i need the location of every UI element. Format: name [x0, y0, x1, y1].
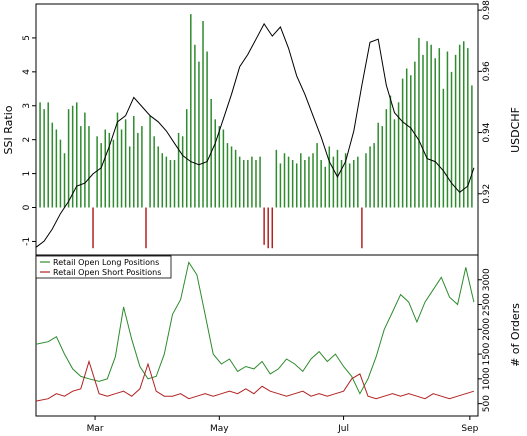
ssi-ratio-axis-label: SSI Ratio [2, 105, 15, 154]
ssi-tick-label: 4 [22, 69, 32, 75]
legend-long-label: Retail Open Long Positions [53, 258, 159, 267]
ssi-bars [39, 14, 473, 249]
ssi-tick-label: -1 [22, 237, 32, 246]
ssi-tick-label: 0 [22, 204, 32, 210]
usdchf-line [35, 22, 475, 248]
orders-tick-label: 3000 [482, 268, 492, 291]
long-positions-line [35, 261, 475, 395]
usdchf-tick-label: 0.92 [482, 184, 492, 204]
month-tick-label: Mar [87, 424, 104, 434]
legend: Retail Open Long Positions Retail Open S… [35, 255, 172, 279]
short-positions-line [35, 359, 475, 402]
usdchf-tick-label: 0.98 [482, 0, 492, 20]
ssi-tick-label: 2 [22, 137, 32, 143]
month-tick-label: Jul [337, 424, 349, 434]
usdchf-tick-label: 0.94 [482, 122, 492, 142]
usdchf-axis: 0.92 0.94 0.96 0.98 [478, 0, 492, 204]
date-axis: Mar May Jul Sep [87, 416, 479, 434]
legend-box [35, 255, 172, 279]
usdchf-tick-label: 0.96 [482, 61, 492, 81]
ssi-tick-label: 1 [22, 171, 32, 177]
bottom-plot-frame [35, 254, 479, 417]
legend-short-label: Retail Open Short Positions [53, 268, 161, 277]
month-tick-label: May [210, 424, 229, 434]
ssi-ratio-axis: -1 0 1 2 3 4 5 [22, 35, 36, 246]
month-tick-label: Sep [461, 424, 478, 434]
ssi-tick-label: 5 [22, 35, 32, 41]
orders-tick-label: 2500 [482, 293, 492, 316]
ssi-tick-label: 3 [22, 103, 32, 109]
orders-axis-label: # of Orders [509, 303, 522, 367]
orders-tick-label: 1500 [482, 342, 492, 365]
usdchf-axis-label: USDCHF [509, 107, 522, 153]
orders-tick-label: 1000 [482, 367, 492, 390]
orders-tick-label: 500 [482, 395, 492, 412]
orders-tick-label: 2000 [482, 318, 492, 341]
